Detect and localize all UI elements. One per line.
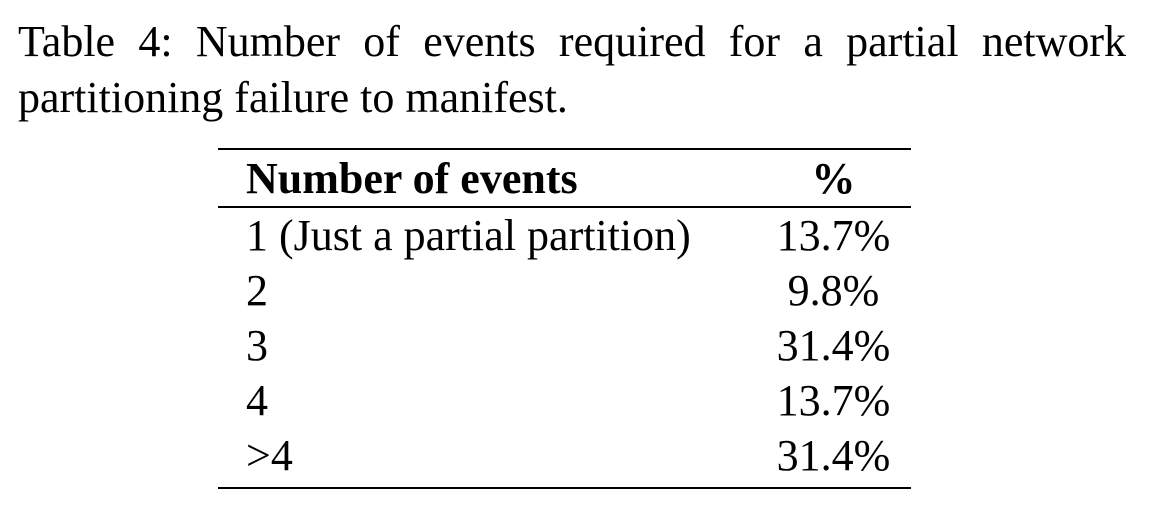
cell-events: 3 — [246, 321, 268, 370]
data-table: Number of events % 1 (Just a partial par… — [218, 148, 911, 489]
header-number-of-events: Number of events — [246, 153, 578, 203]
cell-percent: 13.7% — [776, 376, 891, 425]
cell-percent: 9.8% — [787, 266, 880, 315]
table-row: 2 9.8% — [218, 263, 911, 318]
cell-events: 2 — [246, 266, 268, 315]
table-caption: Table 4: Number of events required for a… — [18, 17, 1126, 122]
cell-percent: 13.7% — [776, 211, 891, 260]
table-row: >4 31.4% — [218, 428, 911, 488]
cell-percent: 31.4% — [776, 431, 891, 480]
header-percent: % — [811, 153, 856, 203]
table-row: 4 13.7% — [218, 373, 911, 428]
header-row: Number of events % — [218, 149, 911, 207]
cell-events: 4 — [246, 376, 268, 425]
cell-events: 1 (Just a partial partition) — [246, 211, 691, 260]
table-row: 3 31.4% — [218, 318, 911, 373]
cell-events: >4 — [246, 431, 293, 480]
table-row: 1 (Just a partial partition) 13.7% — [218, 207, 911, 263]
events-table: Number of events % 1 (Just a partial par… — [218, 148, 911, 489]
cell-percent: 31.4% — [776, 321, 891, 370]
